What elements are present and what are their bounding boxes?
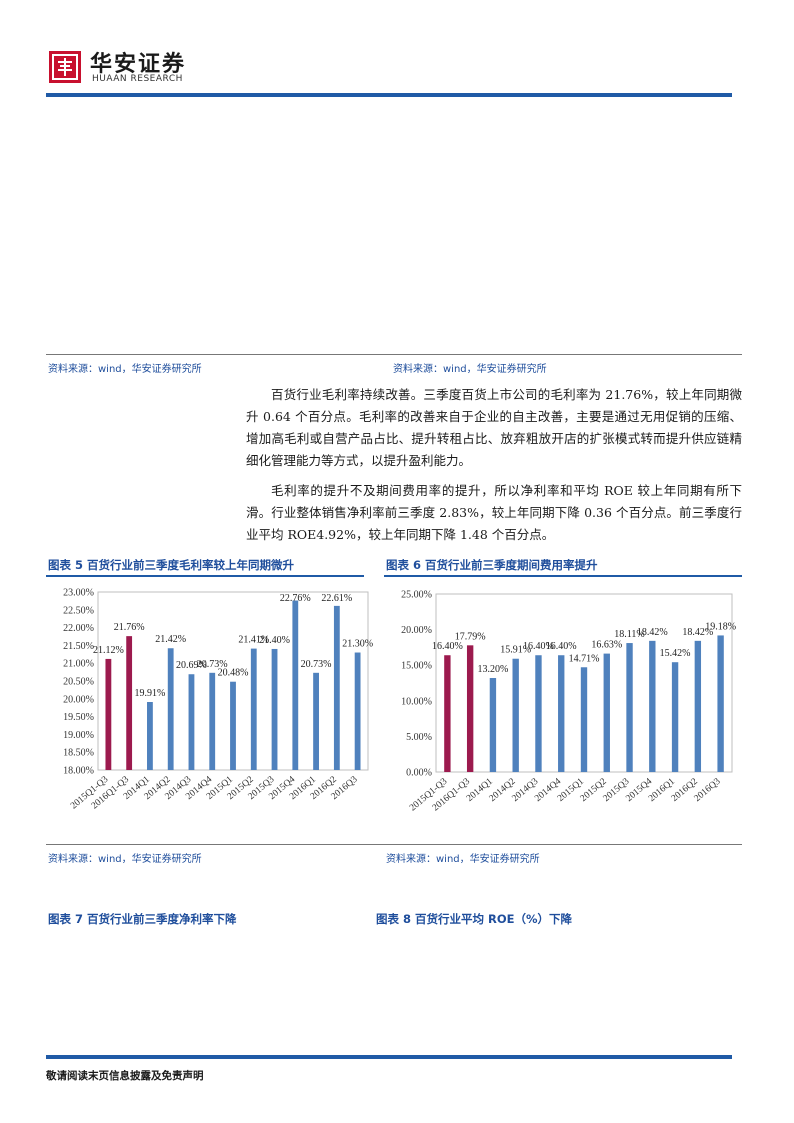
y-tick-label: 15.00% xyxy=(401,661,432,672)
company-name: 华安证券 xyxy=(90,51,187,77)
x-tick-label: 2016Q3 xyxy=(693,776,723,803)
source-note: 资料来源：wind，华安证券研究所 xyxy=(386,854,540,865)
footer-disclaimer: 敬请阅读末页信息披露及免责声明 xyxy=(46,1070,204,1082)
source-note: 资料来源：wind，华安证券研究所 xyxy=(48,364,202,375)
data-label: 19.18% xyxy=(705,621,736,632)
y-tick-label: 25.00% xyxy=(401,590,432,601)
data-label: 16.40% xyxy=(546,641,577,652)
data-label: 22.61% xyxy=(321,593,352,604)
figure-divider xyxy=(384,575,742,577)
data-label: 21.76% xyxy=(114,622,145,633)
y-tick-label: 20.00% xyxy=(401,625,432,636)
y-tick-label: 18.00% xyxy=(63,766,94,777)
figure-title: 图表 7 百货行业前三季度净利率下降 xyxy=(48,912,237,926)
bar xyxy=(649,640,656,772)
body-paragraph: 百货行业毛利率持续改善。三季度百货上市公司的毛利率为 21.76%，较上年同期微… xyxy=(246,387,742,468)
footer-divider xyxy=(46,1055,732,1059)
y-tick-label: 0.00% xyxy=(406,768,432,779)
data-label: 20.73% xyxy=(301,659,332,670)
figure-title: 图表 8 百货行业平均 ROE（%）下降 xyxy=(376,912,573,926)
data-label: 16.63% xyxy=(591,640,622,651)
data-label: 15.91% xyxy=(500,645,531,656)
bar xyxy=(126,636,133,770)
source-divider-top xyxy=(46,354,742,355)
data-label: 21.30% xyxy=(342,639,373,650)
gross-margin-chart: 18.00% 18.50% 19.00% 19.50% 20.00% 20.50% 21.0… xyxy=(46,580,376,842)
y-tick-label: 5.00% xyxy=(406,732,432,743)
bar xyxy=(671,662,679,772)
bar xyxy=(558,655,565,772)
bar xyxy=(313,672,319,770)
data-label: 18.11% xyxy=(614,629,644,640)
data-label: 14.71% xyxy=(569,653,600,664)
y-tick-label: 19.50% xyxy=(63,712,94,723)
data-label: 13.20% xyxy=(478,664,509,675)
bar xyxy=(333,605,340,770)
y-tick-label: 20.50% xyxy=(63,677,94,688)
bar xyxy=(512,658,519,772)
data-label: 22.76% xyxy=(280,593,311,604)
data-label: 19.91% xyxy=(135,688,166,699)
bar xyxy=(489,678,497,772)
bar xyxy=(626,643,633,772)
company-logo-icon xyxy=(48,50,82,84)
source-note: 资料来源：wind，华安证券研究所 xyxy=(393,364,547,375)
data-label: 21.41% xyxy=(238,635,269,646)
bar xyxy=(230,681,236,770)
data-label: 20.69% xyxy=(176,660,207,671)
company-name-en: HUAAN RESEARCH xyxy=(92,74,183,84)
y-tick-label: 19.00% xyxy=(63,730,94,741)
expense-ratio-bar-chart: 0.00% 5.00% 10.00% 15.00% 20.00% 25.00% 16.40%… xyxy=(401,590,736,814)
data-label: 17.79% xyxy=(455,631,486,642)
body-paragraph: 毛利率的提升不及期间费用率的提升，所以净利率和平均 ROE 较上年同期有所下滑。… xyxy=(246,483,742,542)
source-divider-bottom xyxy=(46,844,742,845)
bar xyxy=(209,672,216,770)
y-tick-label: 20.00% xyxy=(63,694,94,705)
data-label: 16.40% xyxy=(432,641,463,652)
y-tick-label: 22.00% xyxy=(63,623,94,634)
y-tick-label: 21.00% xyxy=(63,659,94,670)
bar xyxy=(167,648,174,770)
data-label: 21.12% xyxy=(93,645,124,656)
bar xyxy=(147,702,153,770)
bar xyxy=(580,667,588,772)
data-label: 20.73% xyxy=(197,659,228,670)
data-label: 21.40% xyxy=(259,635,290,646)
bar xyxy=(466,645,474,772)
y-tick-label: 18.50% xyxy=(63,748,94,759)
data-label: 20.48% xyxy=(218,668,249,679)
gross-margin-bar-chart: 18.00% 18.50% 19.00% 19.50% 20.00% 20.50% 21.0… xyxy=(63,588,373,812)
bar xyxy=(694,640,702,772)
y-tick-label: 21.50% xyxy=(63,641,94,652)
bar xyxy=(444,655,451,772)
bar xyxy=(271,648,278,770)
data-label: 15.42% xyxy=(660,648,691,659)
data-label: 18.42% xyxy=(682,627,713,638)
source-note: 资料来源：wind，华安证券研究所 xyxy=(48,854,202,865)
y-tick-label: 23.00% xyxy=(63,588,94,599)
bar xyxy=(250,648,257,770)
bar xyxy=(535,655,542,772)
bar xyxy=(292,600,299,770)
bar xyxy=(717,635,724,772)
expense-ratio-chart: 0.00% 5.00% 10.00% 15.00% 20.00% 25.00% 16.40%… xyxy=(384,580,744,842)
data-label: 18.42% xyxy=(637,627,668,638)
bar xyxy=(188,674,195,770)
figure-title: 图表 5 百货行业前三季度毛利率较上年同期微升 xyxy=(48,558,295,572)
bar xyxy=(354,652,361,770)
bar xyxy=(105,658,112,770)
figure-title: 图表 6 百货行业前三季度期间费用率提升 xyxy=(386,558,598,572)
y-tick-label: 22.50% xyxy=(63,605,94,616)
figure-divider xyxy=(46,575,364,577)
y-tick-label: 10.00% xyxy=(401,696,432,707)
bar xyxy=(603,653,610,772)
data-label: 16.40% xyxy=(523,641,554,652)
header-divider xyxy=(46,93,732,97)
data-label: 21.42% xyxy=(155,634,186,645)
